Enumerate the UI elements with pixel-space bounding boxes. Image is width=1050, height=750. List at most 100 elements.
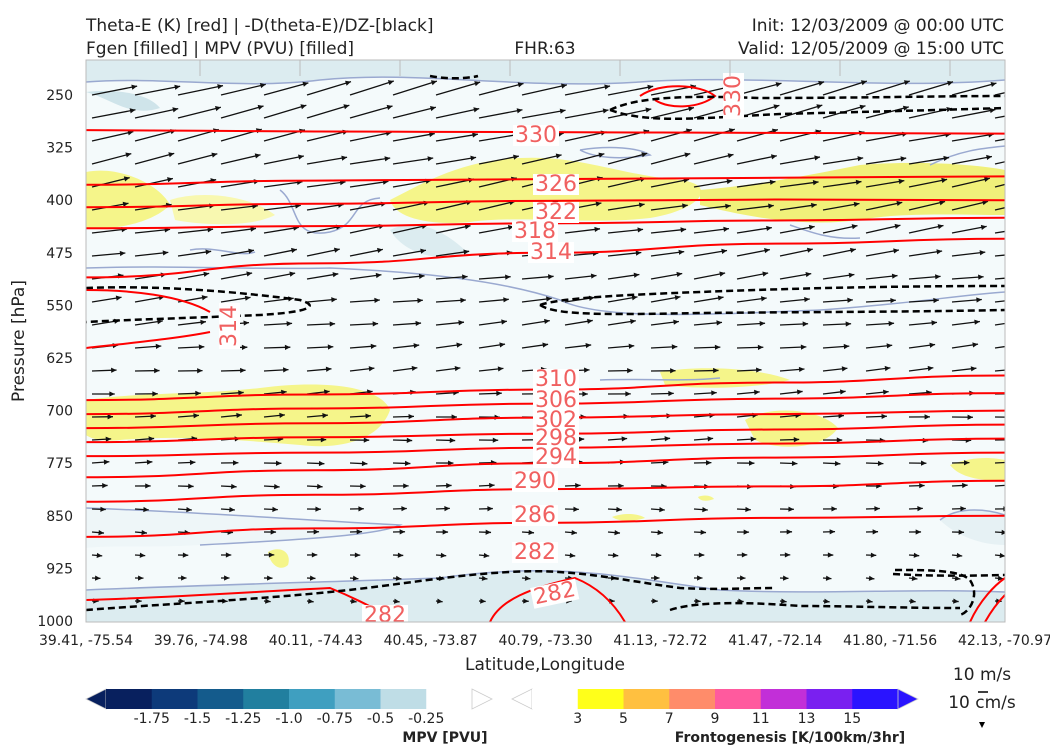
dthetae-contour: [894, 568, 976, 617]
wind-arrow-head: [743, 529, 750, 535]
wind-arrow-head: [946, 106, 953, 113]
wind-arrow-head: [332, 272, 339, 278]
wind-arrow-head: [1024, 226, 1030, 231]
wind-arrow-head: [569, 552, 576, 559]
wind-arrow: [177, 228, 214, 234]
wind-arrow-head: [810, 202, 817, 209]
wind-arrow-head: [415, 320, 422, 327]
wind-arrow-head: [403, 483, 409, 489]
y-axis-label: Pressure [hPa]: [9, 280, 29, 402]
wind-arrow-head: [756, 367, 762, 373]
wind-arrow-head: [497, 366, 504, 372]
dthetae-contour: [892, 572, 1005, 577]
wind-arrow-head: [943, 155, 950, 161]
wind-arrow: [134, 251, 169, 257]
wind-arrow: [822, 248, 856, 257]
contour-label-halo: [512, 505, 558, 526]
wind-arrow-head: [555, 153, 562, 159]
wind-arrow-head: [853, 201, 860, 208]
wind-arrow-head: [238, 390, 244, 396]
contour-label-330-vertical: 330: [721, 75, 746, 117]
wind-arrow-head: [109, 391, 115, 397]
contour-label-halo: [512, 221, 558, 242]
wind-arrow: [263, 204, 301, 211]
wind-arrow-head: [786, 529, 793, 535]
colorbar-segment: [715, 689, 762, 709]
wind-arrow-head: [986, 154, 992, 161]
wind-arrow-head: [393, 598, 400, 604]
wind-arrow-head: [207, 227, 214, 233]
wind-arrow-head: [370, 343, 377, 349]
wind-arrow-head: [850, 247, 856, 253]
wind-arrow-head: [575, 482, 581, 489]
colorbar-tick-label: -0.5: [367, 711, 394, 727]
wind-arrow-head: [827, 552, 834, 558]
wind-arrow-head: [891, 273, 898, 279]
wind-arrow-head: [122, 201, 129, 207]
wind-arrow: [134, 177, 174, 188]
wind-arrow-head: [866, 598, 873, 604]
theta-e-contour-282-dip: [489, 576, 626, 622]
wind-arrow-head: [107, 414, 113, 420]
wind-arrow: [306, 248, 340, 257]
wind-arrow-head: [265, 598, 271, 604]
wind-arrow: [779, 204, 817, 211]
wind-arrow-head: [725, 203, 731, 209]
wind-arrow-head: [267, 575, 273, 581]
wind-arrow: [736, 129, 779, 142]
wind-arrow-head: [225, 552, 232, 558]
wind-arrow-head: [719, 271, 726, 277]
theta-e-contour-314-lower: [86, 331, 211, 349]
wind-arrow-head: [760, 296, 767, 302]
wind-arrow-head: [354, 552, 361, 558]
wind-arrow-head: [456, 342, 463, 348]
wind-arrow-head: [254, 153, 261, 159]
wind-arrow-head: [838, 413, 844, 419]
wind-arrow-head: [627, 367, 633, 374]
wind-arrow-head: [100, 506, 106, 512]
wind-arrow-head: [695, 598, 701, 604]
wind-arrow-head: [102, 483, 108, 489]
wind-arrow-head: [898, 178, 905, 185]
wind-arrow-head: [127, 130, 134, 136]
wind-arrow-head: [172, 107, 179, 113]
wind-arrow-head: [1023, 251, 1029, 256]
wind-arrow-head: [487, 506, 493, 512]
wind-arrow-head: [707, 436, 714, 442]
x-tick-label: 42.13, -70.97: [958, 633, 1050, 649]
wind-arrow: [736, 155, 777, 165]
y-tick-label: 475: [46, 246, 73, 262]
wind-arrow: [306, 130, 349, 142]
wind-arrow-head: [806, 247, 813, 253]
wind-arrow-head: [726, 178, 733, 185]
wind-arrow-head: [250, 226, 256, 232]
wind-arrow-head: [356, 529, 363, 535]
wind-arrow-head: [188, 483, 194, 489]
wind-arrow: [822, 180, 862, 188]
wind-arrow: [736, 226, 772, 234]
wind-arrow-head: [131, 84, 138, 90]
wind-arrow-head: [700, 529, 707, 535]
wind-arrow: [650, 228, 687, 234]
wind-arrow-head: [417, 297, 423, 304]
mpv-colorbar-label: MPV [PVU]: [402, 730, 487, 746]
wind-arrow-head: [839, 389, 846, 395]
wind-arrow-head: [674, 295, 681, 301]
wind-arrow-head: [682, 203, 688, 209]
wind-arrow: [349, 180, 389, 188]
wind-arrow: [91, 109, 136, 119]
wind-arrow: [994, 254, 1005, 257]
contour-label-halo: [533, 390, 579, 411]
wind-arrow-head: [181, 575, 187, 581]
wind-arrow-head: [489, 482, 495, 489]
wind-arrow: [822, 202, 860, 211]
theta-e-contour-east: [969, 577, 1005, 622]
contour-label-halo: [723, 73, 744, 119]
contour-label-halo: [362, 605, 408, 622]
wind-arrow-head: [793, 436, 800, 443]
wind-arrow-head: [604, 84, 611, 90]
wind-arrow: [263, 155, 304, 165]
wind-arrow-head: [246, 271, 253, 277]
colorbar-tick-label: 15: [843, 711, 861, 727]
mpv-region: [940, 510, 1005, 545]
